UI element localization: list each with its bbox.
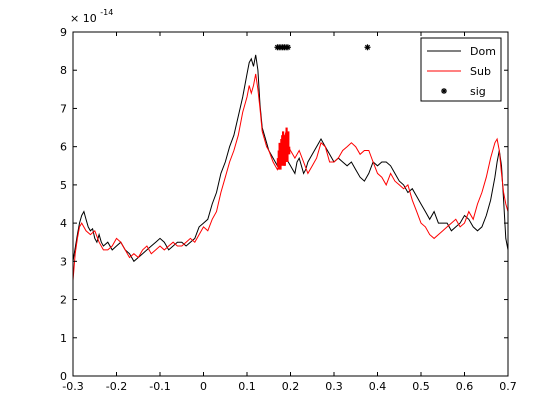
y-tick-label: 3 bbox=[60, 255, 67, 268]
sig-marker bbox=[364, 44, 371, 51]
legend-label-dom: Dom bbox=[470, 45, 496, 58]
x-tick-label: -0.1 bbox=[149, 380, 170, 393]
y-exponent-base: × 10 bbox=[70, 12, 97, 25]
x-tick-label: 0.6 bbox=[456, 380, 474, 393]
x-tick-label: -0.2 bbox=[106, 380, 127, 393]
x-tick-label: 0.3 bbox=[325, 380, 343, 393]
y-exponent-power: -14 bbox=[100, 8, 113, 17]
y-tick-label: 7 bbox=[60, 102, 67, 115]
series-layer bbox=[73, 44, 508, 281]
sig-marker bbox=[284, 44, 291, 51]
legend-box bbox=[420, 37, 502, 102]
x-tick-label: 0 bbox=[200, 380, 207, 393]
y-tick-label: 0 bbox=[60, 370, 67, 383]
y-tick-label: 1 bbox=[60, 332, 67, 345]
legend: Dom Sub sig bbox=[420, 37, 502, 102]
x-tick-label: 0.4 bbox=[369, 380, 387, 393]
axes-layer: -0.3 -0.2 -0.1 0 0.1 0.2 0.3 0.4 0.5 0.6 0.7 0 1 2 3 4 5… bbox=[60, 26, 517, 393]
y-tick-label: 6 bbox=[60, 141, 67, 154]
legend-label-sub: Sub bbox=[470, 65, 491, 78]
x-tick-label: 0.2 bbox=[282, 380, 300, 393]
x-tick-label: 0.5 bbox=[412, 380, 430, 393]
x-tick-label: 0.1 bbox=[238, 380, 256, 393]
y-tick-label: 9 bbox=[60, 26, 67, 39]
x-tick-label: -0.3 bbox=[62, 380, 83, 393]
y-tick-label: 8 bbox=[60, 64, 67, 77]
x-tick-label: 0.7 bbox=[499, 380, 517, 393]
y-tick-label: 2 bbox=[60, 294, 67, 307]
y-tick-label: 4 bbox=[60, 217, 67, 230]
legend-label-sig: sig bbox=[470, 85, 486, 98]
legend-swatch-sig bbox=[441, 88, 447, 94]
sub-significance-band bbox=[276, 127, 291, 170]
y-tick-label: 5 bbox=[60, 179, 67, 192]
y-exponent-label: × 10 -14 bbox=[70, 8, 113, 25]
